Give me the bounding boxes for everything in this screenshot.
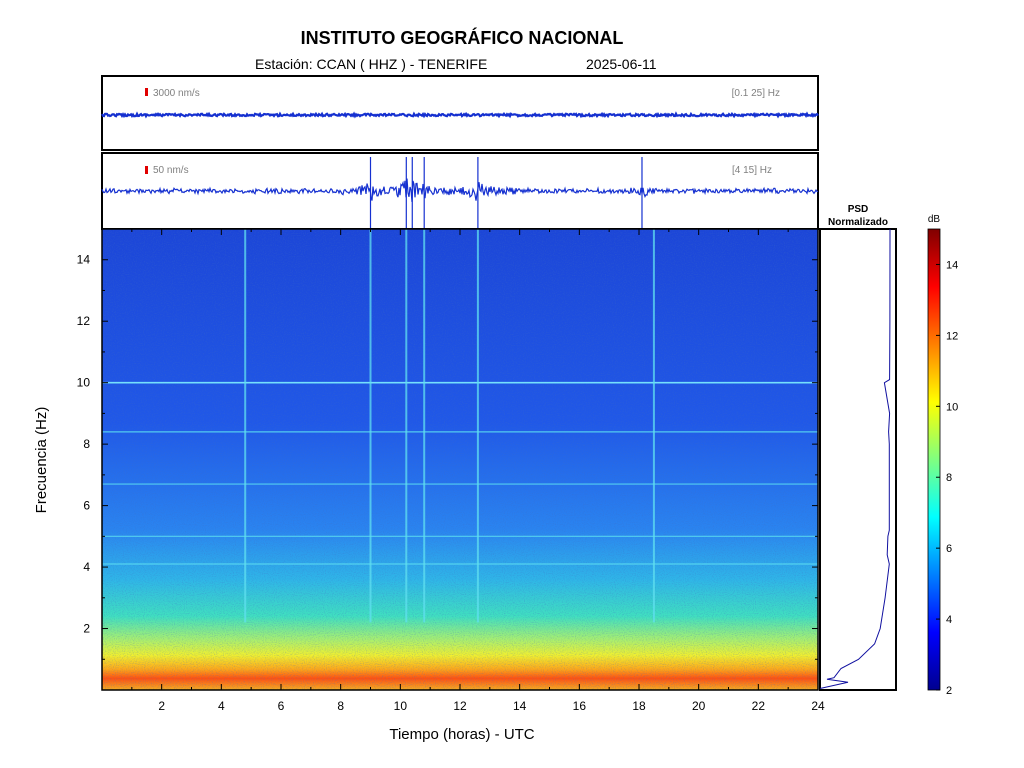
x-tick-label: 4: [218, 699, 225, 713]
colorbar-tick-label: 4: [946, 614, 952, 626]
y-tick-label: 10: [77, 376, 91, 390]
x-tick-label: 22: [752, 699, 766, 713]
trace-filtered: [101, 157, 819, 228]
colorbar-tick-label: 2: [946, 685, 952, 697]
x-tick-label: 2: [158, 699, 165, 713]
x-tick-label: 14: [513, 699, 527, 713]
psd-curve: [819, 228, 891, 689]
x-tick-label: 20: [692, 699, 706, 713]
colorbar-tick-label: 14: [946, 259, 958, 271]
y-tick-label: 2: [83, 622, 90, 636]
y-tick-label: 8: [83, 437, 90, 451]
x-tick-label: 24: [811, 699, 825, 713]
colorbar-tick-label: 6: [946, 543, 952, 555]
psd-title: PSD: [848, 204, 869, 215]
scale-bar-icon: [145, 166, 148, 174]
trace-filtered-line: [101, 178, 819, 203]
y-tick-label: 6: [83, 499, 90, 513]
station-label: Estación: CCAN ( HHZ ) - TENERIFE: [255, 56, 488, 72]
colorbar-tick-label: 8: [946, 472, 952, 484]
seismogram-panel-filtered: 50 nm/s [4 15] Hz: [101, 152, 819, 230]
x-tick-label: 16: [573, 699, 587, 713]
colorbar-unit: dB: [928, 214, 941, 225]
x-tick-label: 8: [337, 699, 344, 713]
colorbar: dB 2 4 6 8 10 12 14: [927, 214, 958, 697]
trace-broadband: [101, 111, 819, 119]
scale-bar-icon: [145, 88, 148, 96]
psd-subtitle: Normalizado: [828, 217, 888, 228]
band-label-broadband: [0.1 25] Hz: [732, 88, 780, 99]
y-tick-label: 14: [77, 253, 91, 267]
psd-panel: PSD Normalizado: [819, 204, 897, 691]
colorbar-tick-label: 10: [946, 401, 958, 413]
y-tick-label: 4: [83, 560, 90, 574]
date-label: 2025-06-11: [586, 56, 657, 72]
x-tick-label: 18: [632, 699, 646, 713]
chart-title: INSTITUTO GEOGRÁFICO NACIONAL: [300, 28, 624, 48]
y-axis-label: Frecuencia (Hz): [33, 407, 50, 514]
spectral-lines: [102, 229, 818, 623]
seismogram-panel-broadband: 3000 nm/s [0.1 25] Hz: [101, 75, 819, 151]
x-axis-label: Tiempo (horas) - UTC: [389, 726, 534, 743]
scale-label-filtered: 50 nm/s: [153, 165, 189, 176]
band-label-filtered: [4 15] Hz: [732, 165, 772, 176]
scale-label-broadband: 3000 nm/s: [153, 88, 200, 99]
colorbar-tick-label: 12: [946, 330, 958, 342]
x-tick-label: 10: [394, 699, 408, 713]
y-tick-label: 12: [77, 314, 91, 328]
trace-broadband-line: [101, 111, 819, 119]
x-tick-label: 12: [453, 699, 467, 713]
x-tick-label: 6: [278, 699, 285, 713]
